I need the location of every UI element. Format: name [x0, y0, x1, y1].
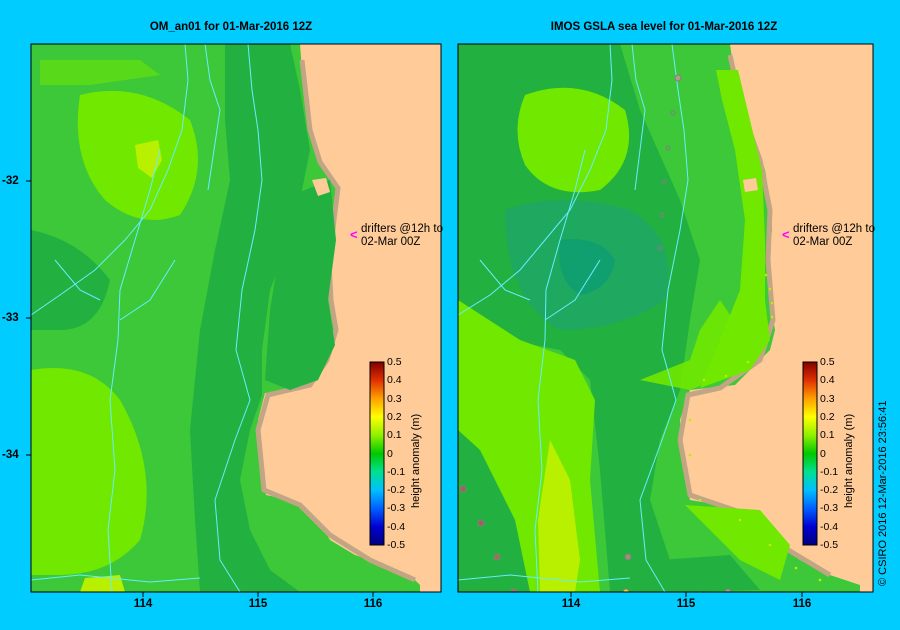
colorbar-tick-label: 0.3: [820, 392, 835, 405]
lon-tick-label: 114: [561, 598, 581, 610]
colorbar-left: [369, 361, 385, 546]
sea-dark-band: [190, 44, 310, 592]
drifter-annotation-right: < drifters @12h to 02-Mar 00Z: [782, 223, 875, 248]
left-panel-title: OM_an01 for 01-Mar-2016 12Z: [149, 21, 313, 33]
colorbar-tick-label: -0.2: [387, 484, 406, 497]
left-map-panel: [31, 44, 441, 592]
credit-timestamp: © CSIRO 2016 12-Mar-2016 23:56:41: [877, 400, 889, 586]
right-panel-title: IMOS GSLA sea level for 01-Mar-2016 12Z: [550, 21, 778, 33]
lon-tick-label: 115: [248, 598, 268, 610]
colorbar-tick-label: 0.5: [387, 356, 402, 368]
colorbar-tick-label: 0.2: [387, 410, 402, 423]
colorbar-tick-label: -0.2: [820, 484, 839, 497]
lon-tick-label: 116: [363, 598, 383, 610]
colorbar-tick-label: -0.1: [387, 465, 406, 478]
colorbar-tick-label: 0.4: [820, 374, 835, 387]
colorbar-tick-label: -0.4: [820, 520, 839, 533]
colorbar-tick-label: 0.1: [387, 429, 402, 442]
colorbar-right-label: height anomaly (m): [843, 413, 855, 508]
colorbar-tick-label: -0.3: [387, 502, 406, 515]
coastal-points: [688, 273, 822, 582]
lat-tick-label: -33: [2, 312, 19, 324]
colorbar-tick-label: 0.1: [820, 429, 835, 442]
lat-tick-label: -32: [2, 175, 19, 187]
colorbar-tick-label: 0: [387, 447, 393, 460]
colorbar-tick-label: 0: [820, 447, 826, 460]
drifter-arrow-icon: <: [782, 227, 790, 242]
drifter-tracks: [31, 44, 263, 592]
lat-tick-label: -34: [2, 449, 19, 461]
colorbar-tick-label: -0.5: [387, 539, 406, 551]
drifter-arrow-icon: <: [350, 227, 358, 242]
colorbar-right: [802, 361, 818, 546]
drifter-tracks: [458, 44, 689, 592]
lon-tick-label: 114: [133, 598, 153, 610]
colorbar-tick-label: 0.5: [820, 356, 835, 368]
colorbar-tick-label: -0.3: [820, 502, 839, 515]
axis-ticks: [26, 180, 803, 597]
drifter-annotation-left: < drifters @12h to 02-Mar 00Z: [350, 223, 443, 248]
colorbar-tick-label: 0.4: [387, 374, 402, 387]
observation-points: [459, 74, 732, 592]
colorbar-tick-label: 0.3: [387, 392, 402, 405]
lon-tick-label: 115: [676, 598, 696, 610]
colorbar-left-label: height anomaly (m): [410, 413, 422, 508]
colorbar-tick-label: 0.2: [820, 410, 835, 423]
colorbar-tick-label: -0.5: [820, 539, 839, 551]
lon-tick-label: 116: [792, 598, 812, 610]
colorbar-tick-label: -0.1: [820, 465, 839, 478]
colorbar-tick-label: -0.4: [387, 520, 406, 533]
